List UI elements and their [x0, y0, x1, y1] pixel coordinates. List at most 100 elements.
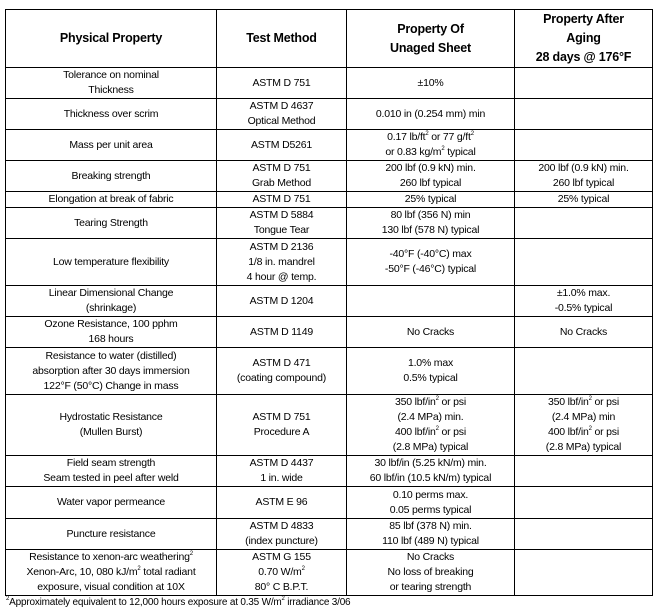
cell-aged: 350 lbf/in2 or psi (2.4 MPa) min 400 lbf/i…	[514, 394, 653, 456]
cell-aged	[514, 455, 653, 487]
cell-line: 1/8 in. mandrel	[248, 255, 315, 268]
superscript: 2	[441, 146, 445, 152]
cell-line: 80 lbf (356 N) min	[390, 209, 471, 221]
cell-method: ASTM G 155 0.70 W/m2 80° C B.P.T.	[216, 549, 347, 596]
cell-line: ±10%	[417, 76, 444, 89]
cell-line: 1.0% max	[407, 357, 454, 369]
cell-line: -40°F (-40°C) max	[389, 248, 472, 260]
cell-aged	[514, 518, 653, 550]
cell-unaged: 0.10 perms max. 0.05 perms typical	[346, 486, 515, 519]
cell-line: Optical Method	[247, 115, 316, 127]
cell-unaged: No Cracks	[346, 316, 515, 348]
superscript: 2	[435, 396, 439, 402]
cell-unaged: 30 lbf/in (5.25 kN/m) min. 60 lbf/in (10.…	[346, 455, 515, 487]
cell-aged: ±1.0% max. -0.5% typical	[514, 285, 653, 317]
cell-line: ASTM D5261	[250, 138, 313, 151]
cell-unaged: 1.0% max 0.5% typical	[346, 347, 515, 395]
cell-aged	[514, 347, 653, 395]
cell-method: ASTM D 4833 (index puncture)	[216, 518, 347, 550]
cell-line: ASTM D 751	[252, 76, 311, 89]
cell-line: (coating compound)	[236, 372, 327, 384]
cell-line: ASTM D 4637	[249, 100, 314, 112]
cell-line: Water vapor permeance	[56, 496, 166, 508]
cell-line: (Mullen Burst)	[79, 426, 143, 438]
cell-line: 168 hours	[88, 333, 134, 345]
cell-line: Elongation at break of fabric	[48, 193, 174, 205]
cell-property: Resistance to xenon-arc weathering2 Xenon…	[5, 549, 217, 596]
cell-line: 130 lbf (578 N) typical	[381, 224, 480, 236]
cell-line: Hydrostatic Resistance	[59, 411, 163, 423]
cell-property: Puncture resistance	[5, 518, 217, 550]
cell-line: Resistance to xenon-arc weathering2	[29, 551, 193, 563]
cell-method: ASTM D 751	[216, 67, 347, 99]
cell-line: 400 lbf/in2 or psi	[548, 426, 619, 438]
cell-line: 400 lbf/in2 or psi	[395, 426, 466, 438]
table-row: Tolerance on nominal Thickness ASTM D 751 ±…	[5, 67, 653, 99]
cell-property: Tolerance on nominal Thickness	[5, 67, 217, 99]
superscript: 2	[281, 596, 285, 602]
cell-line: (2.4 MPa) min	[551, 411, 616, 423]
table-row: Linear Dimensional Change (shrinkage) ASTM…	[5, 285, 653, 317]
superscript: 2	[6, 596, 10, 602]
cell-line: Tearing Strength	[74, 216, 148, 229]
header-line: Property After	[543, 12, 624, 26]
cell-line: ASTM D 5884	[249, 209, 314, 221]
cell-line: Low temperature flexibility	[53, 255, 169, 268]
cell-line: absorption after 30 days immersion	[32, 364, 190, 377]
cell-line: 80° C B.P.T.	[254, 581, 309, 593]
table-row: Ozone Resistance, 100 pphm 168 hours ASTM …	[5, 316, 653, 348]
cell-method: ASTM D 751	[216, 191, 347, 208]
cell-property: Breaking strength	[5, 160, 217, 192]
cell-method: ASTM E 96	[216, 486, 347, 519]
superscript: 2	[588, 426, 592, 432]
cell-line: (2.4 MPa) min.	[397, 411, 464, 423]
header-after-aging: Property After Aging 28 days @ 176°F	[514, 9, 653, 68]
cell-aged	[514, 549, 653, 596]
table-row: Resistance to water (distilled) absorptio…	[5, 347, 653, 395]
cell-aged: 25% typical	[514, 191, 653, 208]
cell-aged	[514, 129, 653, 161]
cell-line: (shrinkage)	[85, 302, 137, 314]
cell-method: ASTM D 2136 1/8 in. mandrel 4 hour @ temp.	[216, 238, 347, 286]
cell-unaged: No Cracks No loss of breaking or tearing s…	[346, 549, 515, 596]
cell-line: ASTM D 1204	[249, 294, 314, 307]
cell-line: (2.8 MPa) typical	[545, 441, 622, 453]
cell-line: 25% typical	[557, 193, 610, 205]
cell-property: Linear Dimensional Change (shrinkage)	[5, 285, 217, 317]
cell-line: ±1.0% max.	[556, 287, 611, 299]
physical-properties-table: Physical Property Test Method Property O…	[5, 9, 653, 596]
cell-unaged: 80 lbf (356 N) min 130 lbf (578 N) typica…	[346, 207, 515, 239]
cell-line: ASTM D 2136	[249, 240, 314, 253]
cell-line: 260 lbf typical	[399, 177, 462, 189]
cell-line: Breaking strength	[71, 169, 151, 182]
cell-unaged	[346, 285, 515, 317]
cell-line: 4 hour @ temp.	[246, 270, 317, 283]
cell-property: Ozone Resistance, 100 pphm 168 hours	[5, 316, 217, 348]
cell-line: Linear Dimensional Change	[48, 287, 174, 299]
cell-line: 30 lbf/in (5.25 kN/m) min.	[374, 457, 487, 469]
cell-unaged: 200 lbf (0.9 kN) min. 260 lbf typical	[346, 160, 515, 192]
cell-method: ASTM D 1204	[216, 285, 347, 317]
cell-line: 0.70 W/m2	[258, 566, 305, 578]
cell-line: (index puncture)	[245, 535, 318, 547]
cell-aged	[514, 207, 653, 239]
superscript: 2	[301, 566, 305, 572]
cell-line: No Cracks	[406, 325, 455, 338]
cell-unaged: 85 lbf (378 N) min. 110 lbf (489 N) typic…	[346, 518, 515, 550]
cell-aged	[514, 486, 653, 519]
cell-line: ASTM D 751	[252, 193, 311, 205]
cell-method: ASTM D 4637 Optical Method	[216, 98, 347, 130]
cell-line: Xenon-Arc, 10, 080 kJ/m2 total radiant	[26, 566, 196, 578]
cell-property: Hydrostatic Resistance (Mullen Burst)	[5, 394, 217, 456]
cell-line: ASTM D 4833	[249, 520, 314, 532]
cell-property: Elongation at break of fabric	[5, 191, 217, 208]
cell-line: -50°F (-46°C) typical	[384, 263, 477, 275]
cell-line: No Cracks	[559, 325, 608, 338]
cell-line: 25% typical	[404, 193, 457, 205]
cell-property: Tearing Strength	[5, 207, 217, 239]
cell-line: 60 lbf/in (10.5 kN/m) typical	[369, 472, 492, 484]
table-row: Puncture resistance ASTM D 4833 (index pun…	[5, 518, 653, 550]
cell-method: ASTM D 751 Grab Method	[216, 160, 347, 192]
cell-line: 0.17 lb/ft2 or 77 g/ft2	[387, 131, 474, 143]
cell-unaged: -40°F (-40°C) max -50°F (-46°C) typical	[346, 238, 515, 286]
